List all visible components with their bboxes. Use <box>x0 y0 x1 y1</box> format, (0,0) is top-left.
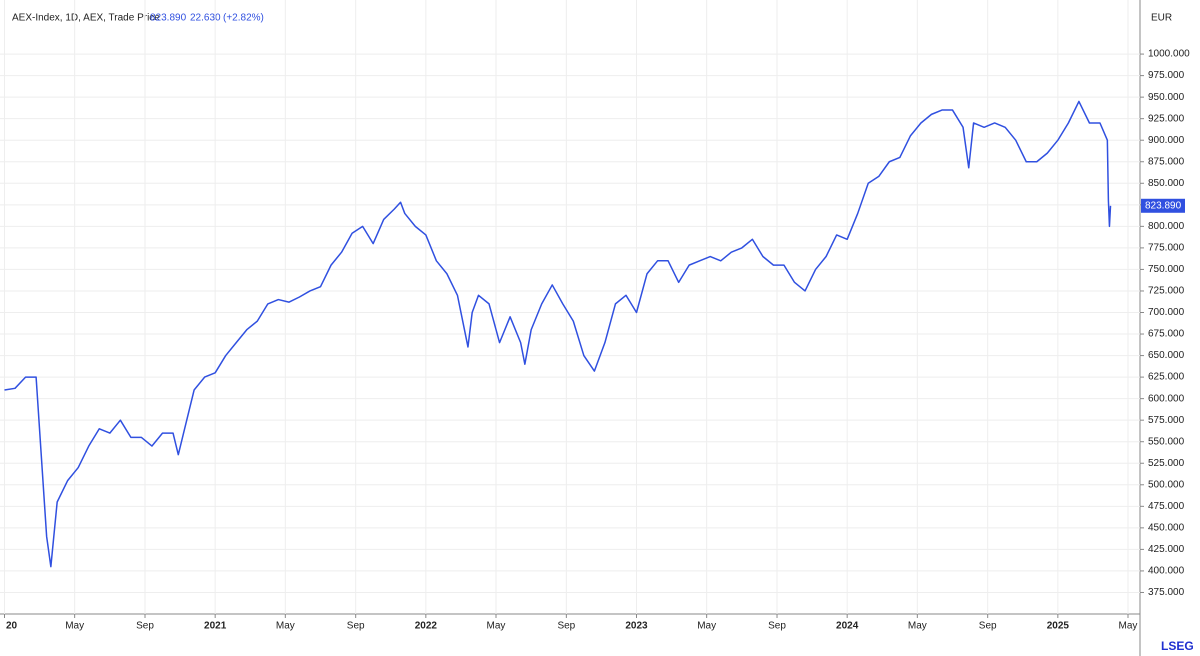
y-tick-label: 600.000 <box>1148 393 1185 404</box>
x-tick-label: Sep <box>136 621 154 632</box>
y-tick-label: 950.000 <box>1148 92 1185 103</box>
y-tick-label: 450.000 <box>1148 522 1185 533</box>
y-tick-label: 525.000 <box>1148 458 1185 469</box>
y-tick-label: 475.000 <box>1148 501 1185 512</box>
change: 22.630 <box>190 13 221 24</box>
x-tick-label: 2025 <box>1047 621 1070 632</box>
x-tick-label: Sep <box>557 621 575 632</box>
y-tick-label: 925.000 <box>1148 113 1185 124</box>
line-series <box>4 100 1112 568</box>
change-pct: (+2.82%) <box>223 13 264 24</box>
y-tick-label: 875.000 <box>1148 156 1185 167</box>
y-tick-label: 650.000 <box>1148 350 1185 361</box>
y-tick-label: 800.000 <box>1148 221 1185 232</box>
y-tick-label: 375.000 <box>1148 587 1185 598</box>
y-tick-label: 675.000 <box>1148 329 1185 340</box>
x-tick-label: 2021 <box>204 621 227 632</box>
y-tick-label: 850.000 <box>1148 178 1185 189</box>
x-tick-label: May <box>697 621 716 632</box>
x-tick-label: May <box>65 621 84 632</box>
y-tick-label: 750.000 <box>1148 264 1185 275</box>
y-tick-label: 725.000 <box>1148 286 1185 297</box>
x-tick-label: 20 <box>6 621 18 632</box>
y-tick-label: 425.000 <box>1148 544 1185 555</box>
x-tick-label: 2022 <box>415 621 438 632</box>
x-tick-label: May <box>487 621 506 632</box>
price: 823.890 <box>150 13 187 24</box>
y-tick-label: 975.000 <box>1148 70 1185 81</box>
y-tick-label: 900.000 <box>1148 135 1185 146</box>
y-tick-label: 625.000 <box>1148 372 1185 383</box>
x-tick-label: 2023 <box>625 621 648 632</box>
x-tick-label: Sep <box>979 621 997 632</box>
grid <box>0 0 1140 614</box>
y-unit: EUR <box>1151 13 1172 24</box>
y-tick-label: 400.000 <box>1148 566 1185 577</box>
y-tick-label: 500.000 <box>1148 479 1185 490</box>
y-tick-label: 1000.000 <box>1148 49 1190 60</box>
y-tick-label: 700.000 <box>1148 307 1185 318</box>
logo: LSEG <box>1161 639 1194 653</box>
series-name: AEX-Index, 1D, AEX, Trade Price <box>12 13 160 24</box>
y-tick-label: 575.000 <box>1148 415 1185 426</box>
x-tick-label: May <box>1119 621 1138 632</box>
x-tick-label: May <box>908 621 927 632</box>
x-tick-label: Sep <box>347 621 365 632</box>
x-tick-label: 2024 <box>836 621 859 632</box>
x-tick-label: Sep <box>768 621 786 632</box>
price-box <box>1141 198 1185 213</box>
price-box-label: 823.890 <box>1145 200 1182 211</box>
x-tick-label: May <box>276 621 295 632</box>
y-tick-label: 775.000 <box>1148 243 1185 254</box>
y-tick-label: 550.000 <box>1148 436 1185 447</box>
